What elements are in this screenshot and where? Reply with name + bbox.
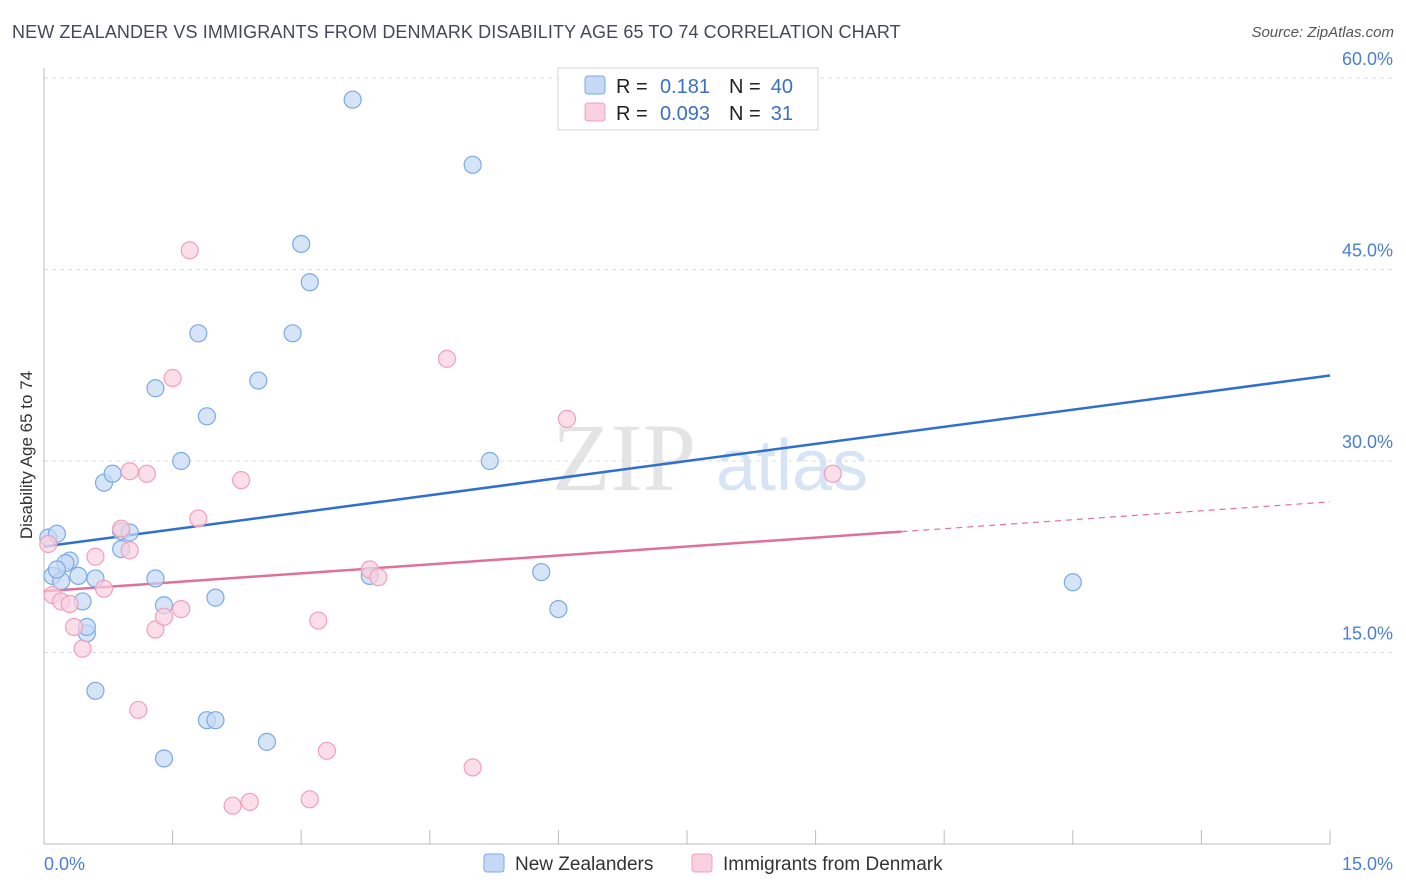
point-s1-20 — [240, 792, 259, 811]
point-s0-15 — [146, 379, 165, 398]
legend-r-value-2: 0.093 — [660, 103, 710, 125]
point-s0-37 — [154, 749, 174, 768]
legend-r-value-1: 0.181 — [660, 76, 710, 98]
trend-lines — [43, 374, 1331, 593]
legend-swatch-pink — [584, 102, 606, 122]
point-s0-22 — [206, 711, 225, 730]
grid — [44, 77, 1393, 653]
point-s1-30 — [129, 700, 148, 720]
point-s1-25 — [369, 568, 388, 587]
trend-line-ext-1 — [901, 501, 1331, 533]
point-s0-39 — [47, 560, 66, 579]
point-s1-16 — [180, 241, 199, 260]
point-s1-0 — [39, 534, 58, 554]
points — [39, 90, 1082, 815]
point-s1-26 — [437, 349, 457, 368]
point-s0-23 — [249, 371, 268, 390]
trend-line-1 — [43, 530, 902, 593]
point-s0-33 — [549, 599, 568, 619]
point-s1-11 — [137, 464, 156, 483]
point-s0-10 — [103, 464, 122, 483]
point-s1-17 — [189, 509, 208, 528]
point-s0-31 — [480, 451, 499, 471]
point-s0-18 — [189, 324, 208, 343]
point-s0-26 — [292, 234, 311, 254]
watermark-zip: ZIP — [552, 404, 696, 511]
legend-n-label-2: N = — [729, 103, 761, 125]
legend-swatch-blue — [584, 75, 606, 95]
point-s1-13 — [154, 607, 174, 626]
point-s1-29 — [823, 464, 842, 483]
point-s1-6 — [86, 547, 105, 566]
point-s1-10 — [120, 462, 139, 481]
point-s1-21 — [300, 790, 319, 809]
series-legend-swatch-blue — [483, 853, 505, 873]
point-s1-18 — [232, 471, 251, 490]
point-s1-9 — [120, 541, 139, 560]
point-s1-27 — [463, 758, 482, 777]
chart-title: NEW ZEALANDER VS IMMIGRANTS FROM DENMARK… — [12, 22, 901, 42]
legend: R = 0.181 N = 40 R = 0.093 N = 31 — [557, 67, 819, 131]
point-s0-19 — [197, 407, 216, 426]
series-legend: New Zealanders Immigrants from Denmark — [483, 853, 943, 875]
y-tick-label-1: 30.0% — [1342, 432, 1393, 452]
point-s1-4 — [64, 617, 84, 637]
point-s0-20 — [206, 588, 225, 607]
legend-r-label-1: R = — [616, 76, 648, 98]
legend-n-value-2: 31 — [771, 103, 793, 125]
point-s0-30 — [463, 155, 482, 174]
legend-n-value-1: 40 — [771, 76, 793, 98]
point-s1-22 — [309, 611, 328, 630]
point-s0-17 — [172, 451, 191, 471]
chart-source: Source: ZipAtlas.com — [1251, 24, 1394, 41]
point-s0-32 — [532, 562, 551, 582]
point-s0-34 — [1063, 573, 1082, 592]
series-legend-label-blue: New Zealanders — [515, 854, 653, 875]
legend-n-label-1: N = — [729, 76, 761, 98]
point-s1-5 — [73, 639, 92, 658]
point-s1-8 — [112, 519, 131, 538]
point-s1-14 — [163, 368, 182, 388]
y-tick-label-2: 45.0% — [1342, 241, 1393, 261]
watermark-atlas: atlas — [716, 426, 868, 506]
point-s0-24 — [257, 732, 277, 751]
point-s1-7 — [94, 579, 114, 598]
series-legend-label-pink: Immigrants from Denmark — [723, 854, 943, 875]
y-tick-label-0: 15.0% — [1342, 624, 1393, 644]
point-s1-3 — [60, 594, 79, 614]
point-s0-36 — [86, 681, 105, 700]
x-tick-label-min: 0.0% — [44, 854, 85, 874]
point-s0-27 — [300, 273, 319, 292]
point-s0-5 — [69, 566, 88, 586]
x-tick-label-max: 15.0% — [1342, 854, 1393, 874]
trend-line-0 — [43, 374, 1331, 548]
point-s0-28 — [343, 90, 362, 109]
legend-r-label-2: R = — [616, 103, 648, 125]
point-s0-14 — [146, 569, 165, 588]
point-s1-19 — [223, 796, 242, 815]
point-s0-25 — [283, 324, 302, 343]
point-s1-28 — [557, 409, 577, 428]
point-s1-15 — [172, 599, 191, 619]
series-legend-swatch-pink — [691, 853, 713, 873]
axes — [43, 68, 1331, 845]
y-tick-labels: 15.0% 30.0% 45.0% 60.0% — [1342, 49, 1393, 644]
point-s1-12 — [146, 620, 165, 639]
y-axis-label: Disability Age 65 to 74 — [17, 371, 36, 539]
point-s1-23 — [317, 741, 337, 760]
y-tick-label-3: 60.0% — [1342, 49, 1393, 69]
